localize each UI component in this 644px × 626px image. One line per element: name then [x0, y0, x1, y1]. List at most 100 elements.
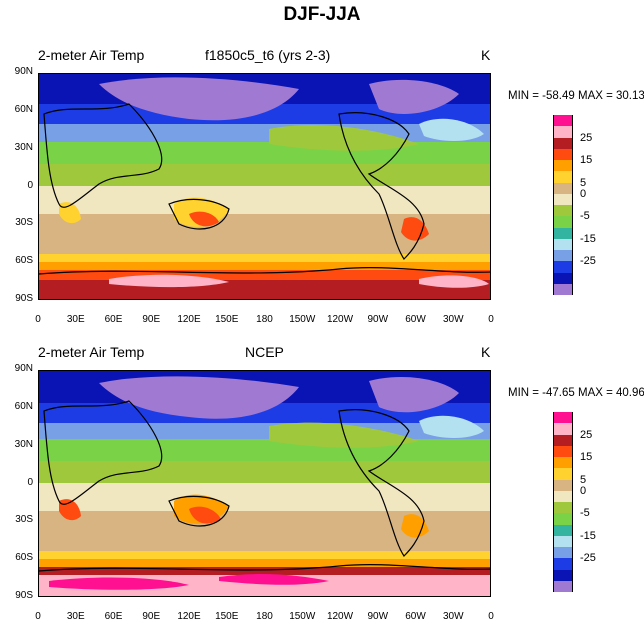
colorbar-swatch: [554, 272, 572, 284]
antarctic-pink-2: [419, 275, 489, 288]
south-america-hot: [401, 217, 429, 241]
panel-title: 2-meter Air Temp: [38, 47, 145, 63]
colorbar-swatch: [554, 468, 572, 480]
temperature-map: [39, 74, 490, 299]
x-tick-label: 120W: [326, 611, 354, 622]
band-southern-ocean-1: [39, 254, 490, 262]
band-southern-ocean-2: [39, 559, 490, 567]
x-tick-label: 150E: [215, 611, 239, 622]
siberia-cold-pool: [99, 376, 299, 419]
panel-units: K: [481, 344, 491, 360]
colorbar-swatch: [554, 205, 572, 217]
coastline-australia: [168, 198, 230, 230]
siberia-cold-pool: [99, 77, 299, 121]
colorbar-swatch: [554, 547, 572, 559]
coastline-australia: [168, 495, 230, 527]
y-tick-label: 0: [27, 179, 33, 191]
colorbar-swatch: [554, 524, 572, 536]
colorbar-swatch: [554, 445, 572, 457]
greenland-cold-pool: [369, 79, 459, 114]
x-tick-label: 30E: [66, 611, 85, 622]
panel-units: K: [481, 47, 491, 63]
colorbar-label: -25: [580, 255, 596, 268]
y-tick-label: 60N: [14, 400, 33, 412]
australia-hot: [189, 211, 219, 227]
y-tick-label: 60S: [15, 255, 33, 267]
band-southern-ocean-1: [39, 551, 490, 559]
x-tick-label: 90W: [367, 611, 389, 622]
x-tick-label: 150E: [215, 314, 239, 325]
coastline-americas: [338, 409, 425, 557]
band-subtropics-north: [39, 164, 490, 186]
x-tick-label: 90W: [367, 314, 389, 325]
x-tick-label: 60E: [104, 611, 123, 622]
x-tick-label: 30W: [442, 314, 464, 325]
x-tick-label: 30W: [442, 611, 464, 622]
antarctic-magenta-1: [49, 577, 189, 590]
band-subtropics-north: [39, 461, 490, 483]
colorbar-swatch: [554, 513, 572, 525]
panel-subtitle: NCEP: [245, 344, 284, 360]
y-tick-label: 30S: [15, 217, 33, 229]
x-tick-label: 120E: [177, 611, 201, 622]
y-tick-label: 90S: [15, 590, 33, 601]
australia-hot: [189, 506, 221, 524]
x-tick-label: 0: [488, 611, 494, 622]
x-tick-label: 0: [35, 611, 41, 622]
colorbar-label: 0: [580, 484, 587, 497]
band-mid-lat-north: [39, 142, 490, 164]
colorbar-swatch: [554, 148, 572, 160]
x-tick-label: 90E: [142, 314, 161, 325]
atlantic-cool: [419, 415, 484, 438]
y-tick-label: 30S: [15, 514, 33, 526]
colorbar-label: -5: [580, 507, 590, 520]
y-tick-label: 90N: [14, 66, 33, 77]
colorbar-swatch: [554, 238, 572, 250]
colorbar-swatch: [554, 283, 572, 295]
coastline-antarctica: [39, 564, 490, 572]
panel-title: 2-meter Air Temp: [38, 344, 145, 360]
colorbar-swatch: [554, 193, 572, 205]
colorbar-swatch: [554, 250, 572, 262]
y-tick-label: 90S: [15, 293, 33, 304]
colorbar: [553, 412, 573, 592]
x-tick-label: 120W: [326, 314, 354, 325]
antarctic-magenta-2: [219, 574, 329, 585]
colorbar-swatch: [554, 535, 572, 547]
x-tick-label: 0: [35, 314, 41, 325]
panel-subtitle: f1850c5_t6 (yrs 2-3): [205, 47, 331, 63]
colorbar-swatch: [554, 502, 572, 514]
x-tick-label: 30E: [66, 314, 85, 325]
coastline-americas: [338, 112, 425, 260]
colorbar-swatch: [554, 479, 572, 491]
colorbar-label: -15: [580, 232, 596, 245]
colorbar-swatch: [554, 227, 572, 239]
x-tick-label: 0: [488, 314, 494, 325]
colorbar-label: 0: [580, 187, 587, 200]
colorbar-label: 25: [580, 428, 593, 441]
colorbar-swatch: [554, 216, 572, 228]
colorbar-swatch: [554, 412, 572, 424]
south-america-warm: [401, 514, 429, 538]
x-tick-label: 90E: [142, 611, 161, 622]
colorbar-swatch: [554, 137, 572, 149]
y-tick-label: 30N: [14, 141, 33, 153]
colorbar-swatch: [554, 569, 572, 581]
x-tick-label: 60E: [104, 314, 123, 325]
colorbar-label: -25: [580, 552, 596, 565]
x-tick-label: 60W: [405, 314, 426, 325]
x-tick-label: 120E: [177, 314, 201, 325]
colorbar-label: 25: [580, 131, 593, 144]
min-max-label: MIN = -47.65 MAX = 40.96: [508, 387, 644, 399]
colorbar-label: -5: [580, 210, 590, 223]
band-tropics: [39, 186, 490, 214]
temperature-map: [39, 371, 490, 596]
colorbar-label: -15: [580, 529, 596, 542]
coastline-eurasia-africa: [43, 400, 163, 505]
colorbar: [553, 115, 573, 295]
colorbar-label: 15: [580, 451, 593, 463]
coastline-antarctica: [39, 267, 490, 275]
greenland-cold-pool: [369, 377, 459, 413]
colorbar-swatch: [554, 490, 572, 502]
colorbar-swatch: [554, 434, 572, 446]
